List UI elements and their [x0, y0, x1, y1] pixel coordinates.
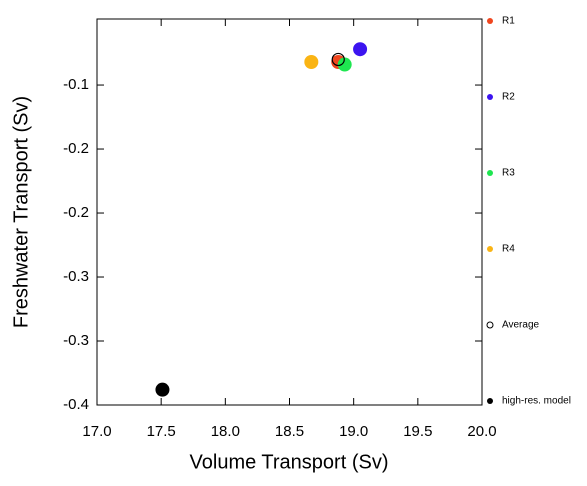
y-tick-label: -0.4 — [63, 396, 89, 413]
y-axis-title: Freshwater Transport (Sv) — [10, 96, 32, 328]
x-tick-label: 18.0 — [211, 423, 240, 440]
y-tick-label: -0.2 — [63, 204, 89, 221]
x-tick-label: 17.5 — [147, 423, 176, 440]
legend-marker — [487, 18, 493, 24]
y-tick-label: -0.3 — [63, 268, 89, 285]
y-tick-label: -0.3 — [63, 332, 89, 349]
y-tick-label: -0.2 — [63, 140, 89, 157]
legend-marker — [487, 170, 493, 176]
point — [304, 55, 319, 70]
point — [155, 382, 170, 397]
legend-label: high-res. model — [502, 396, 571, 407]
legend-label: R4 — [502, 244, 515, 255]
plot-frame — [96, 18, 483, 406]
legend-marker — [486, 321, 494, 329]
x-tick-label: 18.5 — [275, 423, 304, 440]
x-tick-label: 19.0 — [339, 423, 368, 440]
point — [331, 52, 345, 67]
x-tick-label: 19.5 — [403, 423, 432, 440]
point — [337, 57, 352, 72]
legend-marker — [487, 398, 493, 404]
x-axis-title: Volume Transport (Sv) — [190, 451, 389, 473]
legend-label: R3 — [502, 168, 515, 179]
x-tick-label: 17.0 — [82, 423, 111, 440]
legend-marker — [487, 94, 493, 100]
y-tick-label: -0.1 — [63, 76, 89, 93]
legend-label: Average — [502, 320, 540, 331]
point — [353, 42, 368, 57]
legend-marker — [487, 246, 493, 252]
legend-label: R1 — [502, 16, 515, 27]
x-tick-label: 20.0 — [467, 423, 496, 440]
legend-label: R2 — [502, 92, 515, 103]
